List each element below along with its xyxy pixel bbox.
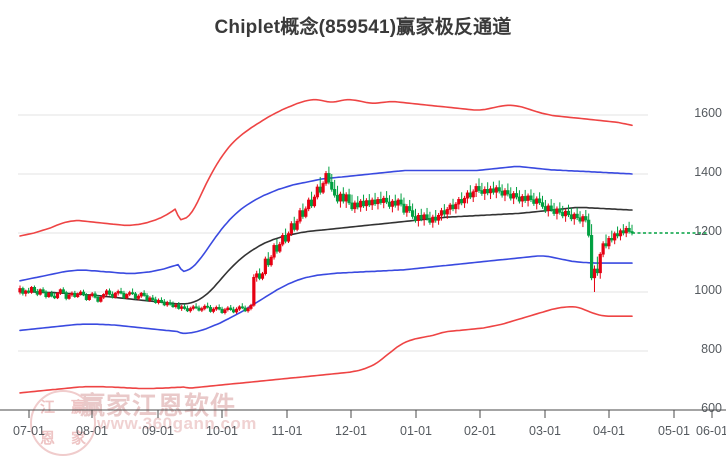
x-axis-tick-09-01: 09-01 [142, 424, 174, 438]
x-axis-tick-05-01: 05-01 [658, 424, 690, 438]
x-axis-tick-03-01: 03-01 [529, 424, 561, 438]
x-axis-tick-11-01: 11-01 [271, 424, 303, 438]
y-axis-tick-600: 600 [701, 401, 722, 415]
band-center_line [19, 206, 633, 305]
y-axis-tick-800: 800 [701, 342, 722, 356]
channel-band-lines [19, 98, 633, 394]
x-axis-tick-02-01: 02-01 [464, 424, 496, 438]
x-axis-tick-04-01: 04-01 [593, 424, 625, 438]
x-axis-tick-07-01: 07-01 [13, 424, 45, 438]
x-axis-tick-10-01: 10-01 [206, 424, 238, 438]
band-upper_band [19, 98, 633, 237]
y-axis-tick-1400: 1400 [694, 165, 722, 179]
band-mid_lower_band [19, 255, 633, 335]
x-axis-tick-12-01: 12-01 [335, 424, 367, 438]
x-axis-tick-08-01: 08-01 [76, 424, 108, 438]
y-axis-tick-1600: 1600 [694, 106, 722, 120]
page-title: Chiplet概念(859541)赢家极反通道 [214, 17, 512, 38]
y-axis-tick-1200: 1200 [694, 224, 722, 238]
axis-lines-and-ticks [0, 409, 726, 418]
x-axis-tick-06-01: 06-01 [696, 424, 726, 438]
candlestick-series [18, 166, 634, 315]
band-lower_band [19, 305, 633, 394]
x-axis-tick-01-01: 01-01 [400, 424, 432, 438]
y-axis-tick-1000: 1000 [694, 283, 722, 297]
grid-lines [18, 114, 648, 411]
